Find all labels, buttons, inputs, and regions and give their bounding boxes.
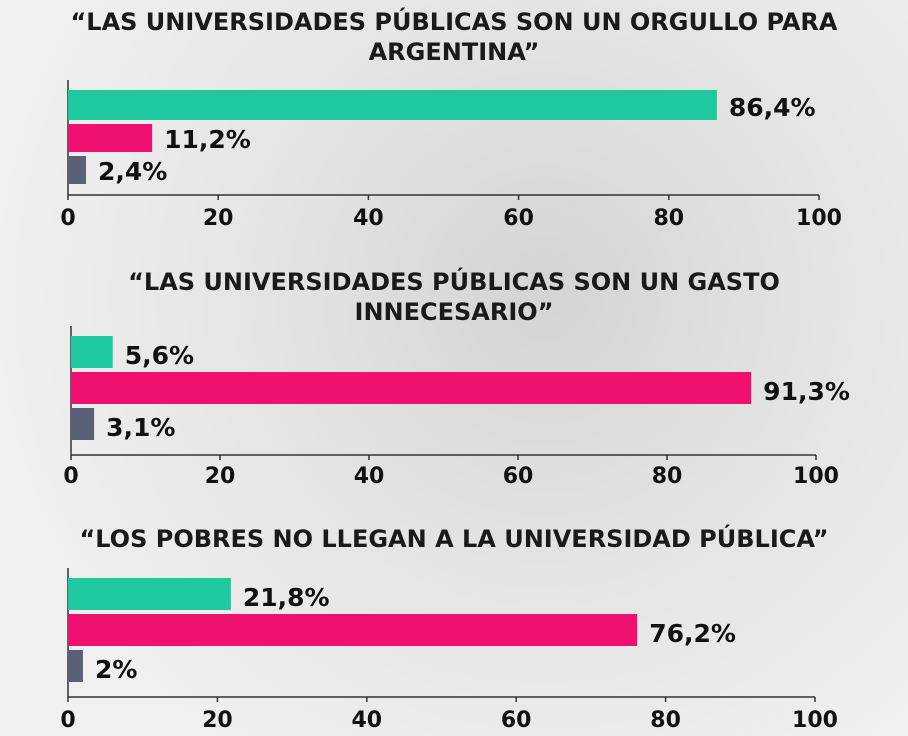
tick-label: 60 [501,708,532,733]
data-label: 76,2% [649,619,736,648]
tick-label: 20 [205,464,236,489]
tick-label: 0 [60,708,75,733]
chart-title: “LAS UNIVERSIDADES PÚBLICAS SON UN GASTO [128,266,780,296]
data-label: 21,8% [243,583,330,612]
tick-label: 60 [503,464,534,489]
bar [68,156,87,184]
tick-label: 100 [796,206,842,231]
data-label: 2% [95,655,137,684]
tick-label: 40 [351,708,382,733]
bar [71,336,113,368]
tick-label: 40 [354,464,385,489]
bar [71,408,95,440]
data-label: 86,4% [729,93,816,122]
tick-label: 20 [203,206,234,231]
chart-title: ARGENTINA” [369,38,540,66]
tick-label: 100 [792,708,838,733]
tick-label: 80 [653,206,684,231]
data-label: 2,4% [98,157,167,186]
chart-title: “LOS POBRES NO LLEGAN A LA UNIVERSIDAD P… [79,523,828,553]
tick-label: 0 [60,206,75,231]
bar [68,90,717,120]
data-label: 3,1% [106,413,175,442]
tick-label: 20 [202,708,233,733]
bar [68,124,153,152]
tick-label: 80 [650,708,681,733]
tick-label: 100 [793,464,839,489]
chart-title: “LAS UNIVERSIDADES PÚBLICAS SON UN ORGUL… [71,6,838,36]
tick-label: 60 [503,206,534,231]
chart-title: INNECESARIO” [355,298,554,326]
bar [68,614,638,646]
bar [71,372,752,404]
bar [68,578,231,610]
tick-label: 0 [63,464,78,489]
data-label: 11,2% [164,125,251,154]
data-label: 5,6% [125,341,194,370]
tick-label: 80 [652,464,683,489]
bar [68,650,83,682]
tick-label: 40 [353,206,384,231]
data-label: 91,3% [763,377,850,406]
